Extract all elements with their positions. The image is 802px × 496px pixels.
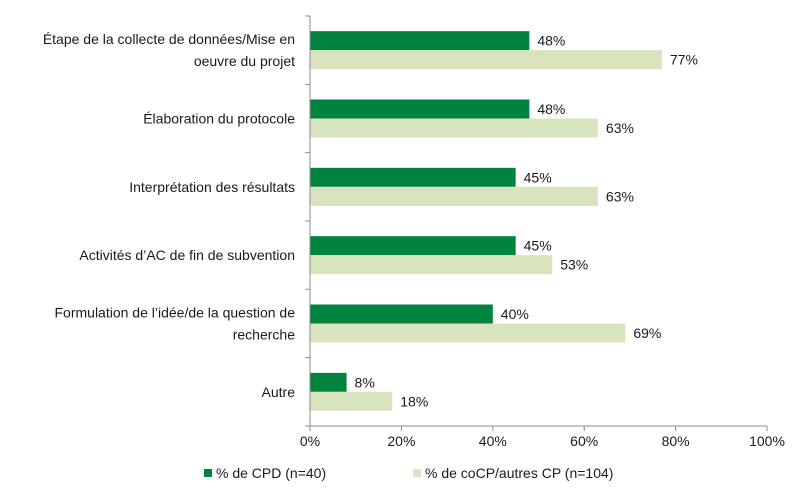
x-tick-label-5: 100%: [749, 433, 785, 449]
x-tick-label-0: 0%: [300, 433, 320, 449]
value-label-cocp-2: 63%: [606, 188, 634, 204]
bar-cpd-2: [310, 167, 516, 187]
legend-label-0: % de CPD (n=40): [216, 465, 326, 481]
legend: % de CPD (n=40) % de coCP/autres CP (n=10…: [204, 465, 613, 481]
bar-cpd-4: [310, 304, 493, 324]
bar-cpd-0: [310, 31, 530, 51]
bar-cocp-2: [310, 186, 598, 206]
value-label-cocp-0: 77%: [670, 52, 698, 68]
category-label-0: Étape de la collecte de données/Mise en o…: [43, 31, 295, 69]
x-tick-label-4: 80%: [662, 433, 690, 449]
axes: 0% 20% 40% 60% 80% 100%: [300, 15, 785, 449]
value-label-cocp-4: 69%: [633, 325, 661, 341]
x-tick-label-1: 20%: [387, 433, 415, 449]
legend-label-1: % de coCP/autres CP (n=104): [425, 465, 613, 481]
value-label-cpd-1: 48%: [537, 101, 565, 117]
bar-cocp-4: [310, 323, 626, 343]
value-label-cocp-5: 18%: [400, 393, 428, 409]
value-label-cpd-0: 48%: [537, 33, 565, 49]
bars: [310, 31, 662, 411]
bar-cocp-5: [310, 391, 393, 411]
category-label-5: Autre: [262, 384, 296, 400]
value-label-cpd-4: 40%: [501, 306, 529, 322]
legend-swatch-0: [204, 469, 212, 477]
bar-cpd-1: [310, 99, 530, 119]
x-tick-label-2: 40%: [479, 433, 507, 449]
value-labels: 48% 77% 48% 63% 45% 63% 45% 53% 40% 69% 8% 18%: [355, 33, 698, 410]
value-label-cpd-3: 45%: [524, 238, 552, 254]
legend-swatch-1: [413, 469, 421, 477]
category-label-3: Activités d’AC de fin de subvention: [79, 247, 295, 263]
category-label-4: Formulation de l’idée/de la question de r…: [55, 305, 296, 343]
value-label-cpd-2: 45%: [524, 169, 552, 185]
bar-cocp-1: [310, 118, 598, 138]
value-label-cocp-3: 53%: [560, 257, 588, 273]
bar-cocp-3: [310, 255, 553, 275]
x-tick-label-3: 60%: [570, 433, 598, 449]
value-label-cocp-1: 63%: [606, 120, 634, 136]
category-label-2: Interprétation des résultats: [129, 179, 295, 195]
bar-cocp-0: [310, 50, 662, 70]
value-label-cpd-5: 8%: [355, 374, 375, 390]
bar-cpd-5: [310, 372, 347, 392]
category-label-1: Élaboration du protocole: [143, 111, 295, 127]
category-labels: Étape de la collecte de données/Mise en o…: [43, 31, 295, 400]
bar-cpd-3: [310, 236, 516, 256]
